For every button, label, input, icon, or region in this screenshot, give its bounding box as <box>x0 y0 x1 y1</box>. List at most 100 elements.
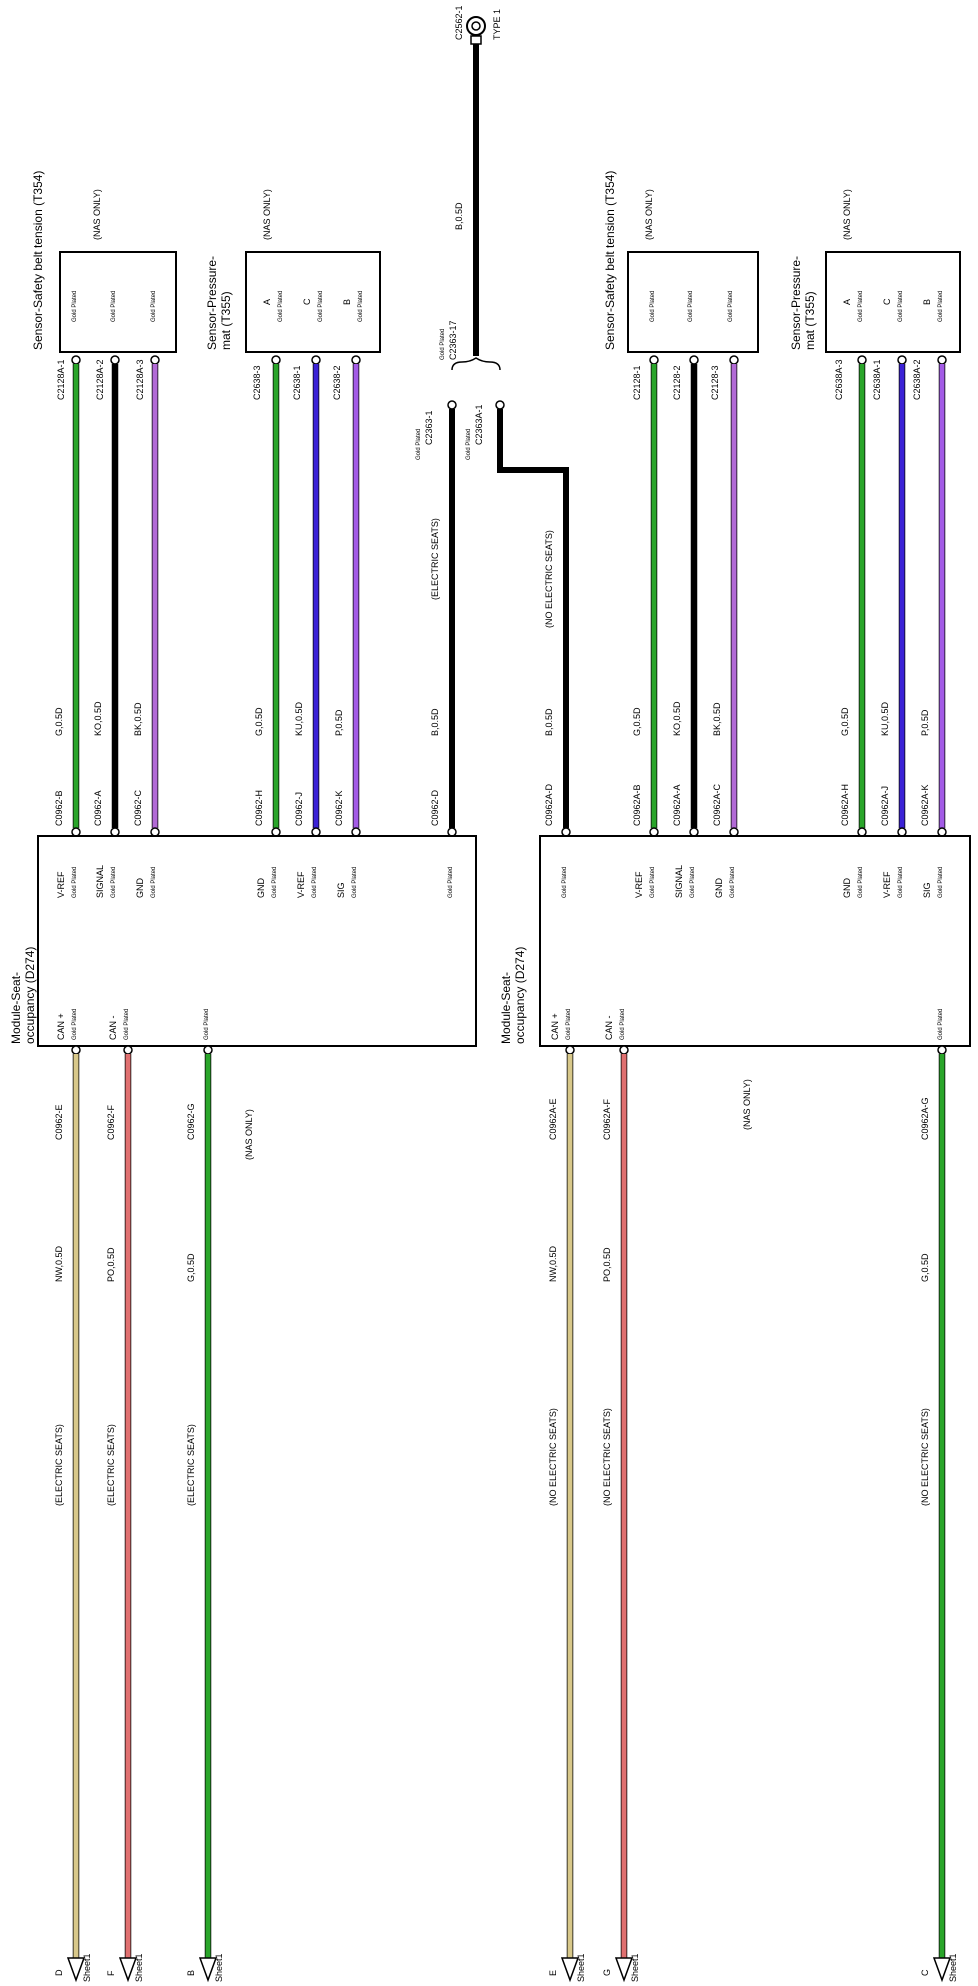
right-module-box <box>539 835 971 1047</box>
left-upper-conn-label-3: C0962-H <box>254 790 264 826</box>
right-belt-gold-3: Gold Plated <box>728 291 734 322</box>
right-lower-conn-label-1: C0962A-F <box>602 1098 612 1140</box>
left-module-gold-3: Gold Plated <box>272 867 278 898</box>
left-pin-label: C2363-1 <box>424 410 434 445</box>
right-upper-wire-label-1: G,0.5D <box>632 707 642 736</box>
right-upper-wire-label-5: KU,0.5D <box>880 701 890 736</box>
right-upper-conn-label-6: C0962A-K <box>920 784 930 826</box>
right-lower-wires: C0962A-E NW,0.5D (NO ELECTRIC SEATS) E Sheet… <box>548 1045 958 1983</box>
right-upper-wire-label-0: B,0.5D <box>544 708 554 736</box>
right-pressure-gold-3: Gold Plated <box>938 291 944 322</box>
right-upper-bottom-ring-5 <box>897 827 907 837</box>
right-lower-sheet-2: Sheet1 <box>948 1953 958 1982</box>
right-pressure-pin-3: C2638A-2 <box>912 359 922 400</box>
right-lower-wire-label-1: PO,0.5D <box>602 1247 612 1282</box>
left-module-gold-6: Gold Plated <box>448 867 454 898</box>
right-upper-bottom-ring-1 <box>649 827 659 837</box>
left-belt-pin-1: C2128A-1 <box>56 359 66 400</box>
left-lower-top-ring-2 <box>203 1045 213 1055</box>
left-module-lower-gold-0: Gold Plated <box>72 1009 78 1040</box>
left-pressure-gold-2: Gold Plated <box>318 291 324 322</box>
left-module-sig-2: GND <box>135 878 145 899</box>
left-pressure-letter-b: B <box>342 299 352 305</box>
left-upper-wire-label-4: KU,0.5D <box>294 701 304 736</box>
left-upper-wire-label-2: BK,0.5D <box>133 702 143 736</box>
right-lower-note-0: (NO ELECTRIC SEATS) <box>548 1408 558 1506</box>
left-module-sig-3: GND <box>256 878 266 899</box>
left-lower-letter-2: B <box>186 1970 196 1976</box>
right-module-gold-2: Gold Plated <box>690 867 696 898</box>
right-belt-sensor-box <box>627 251 759 353</box>
right-belt-pin-3: C2128-3 <box>710 365 720 400</box>
right-pressure-title-2: mat (T355) <box>803 291 817 350</box>
right-module-title-2: occupancy (D274) <box>513 947 527 1044</box>
left-lower-arrow-icon-1 <box>118 1957 138 1983</box>
right-upper-top-ring-1 <box>649 355 659 365</box>
splice-label: C2363-17 <box>448 320 458 360</box>
right-lower-top-ring-2 <box>937 1045 947 1055</box>
right-module-gold-4: Gold Plated <box>858 867 864 898</box>
left-pressure-gold-3: Gold Plated <box>358 291 364 322</box>
left-upper-bottom-ring-5 <box>351 827 361 837</box>
right-lower-conn-label-2: C0962A-G <box>920 1097 930 1140</box>
left-upper-bottom-ring-1 <box>110 827 120 837</box>
left-upper-wires: G,0.5D C0962-B KO,0.5D C0962-A BK,0.5D C0962-… <box>54 355 457 837</box>
left-module-title-1: Module-Seat- <box>9 972 23 1044</box>
right-upper-bottom-ring-6 <box>937 827 947 837</box>
left-circuit: Sensor-Safety belt tension (T354) (NAS O… <box>9 171 477 1983</box>
left-lower-letter-1: F <box>106 1970 116 1976</box>
left-lower-note-1: (ELECTRIC SEATS) <box>106 1424 116 1506</box>
left-module-gold-4: Gold Plated <box>312 867 318 898</box>
splice-left-pin-icon <box>447 400 457 410</box>
left-belt-sensor-box <box>59 251 177 353</box>
right-pressure-pin-2: C2638A-1 <box>872 359 882 400</box>
right-pressure-title-1: Sensor-Pressure- <box>789 256 803 350</box>
left-pressure-title-2: mat (T355) <box>219 291 233 350</box>
left-upper-bottom-ring-3 <box>271 827 281 837</box>
left-upper-bottom-ring-4 <box>311 827 321 837</box>
left-upper-top-ring-5 <box>351 355 361 365</box>
left-pressure-letter-c: C <box>302 298 312 305</box>
right-lower-letter-1: G <box>602 1969 612 1976</box>
left-module-pins: V-REF Gold Plated SIGNAL Gold Plated GND Gold… <box>56 865 454 1040</box>
right-belt-gold-2: Gold Plated <box>688 291 694 322</box>
left-pressure-letter-a: A <box>262 299 272 305</box>
left-module-lower-gold-2: Gold Plated <box>204 1009 210 1040</box>
left-module-box <box>37 835 477 1047</box>
right-upper-top-ring-4 <box>857 355 867 365</box>
right-upper-wires: B,0.5D C0962A-D G,0.5D C0962A-B KO,0.5D C0962… <box>544 355 947 837</box>
left-lower-sheet-2: Sheet1 <box>214 1953 224 1982</box>
left-lower-letter-0: D <box>54 1969 64 1976</box>
right-upper-wire-label-6: P,0.5D <box>920 709 930 736</box>
right-module-gold-6: Gold Plated <box>938 867 944 898</box>
right-upper-conn-label-0: C0962A-D <box>544 783 554 826</box>
right-lower-arrow-icon-2 <box>932 1957 952 1983</box>
right-module-lower-gold-0: Gold Plated <box>566 1009 572 1040</box>
right-upper-wire-label-2: KO,0.5D <box>672 701 682 736</box>
right-upper-conn-label-5: C0962A-J <box>880 786 890 826</box>
left-upper-conn-label-5: C0962-K <box>334 790 344 826</box>
right-upper-top-ring-2 <box>689 355 699 365</box>
right-module-sig-5: V-REF <box>882 871 892 898</box>
right-module-lower-sig-0: CAN + <box>550 1013 560 1040</box>
left-pressure-title-1: Sensor-Pressure- <box>205 256 219 350</box>
left-lower-conn-label-0: C0962-E <box>54 1104 64 1140</box>
left-lower-top-ring-0 <box>71 1045 81 1055</box>
right-module-lower-gold-1: Gold Plated <box>620 1009 626 1040</box>
left-pressure-nas-only: (NAS ONLY) <box>262 189 272 240</box>
right-module-lower-gold-2: Gold Plated <box>938 1009 944 1040</box>
right-pressure-pin-1: C2638A-3 <box>834 359 844 400</box>
right-lower-sheet-0: Sheet1 <box>576 1953 586 1982</box>
left-module-title-2: occupancy (D274) <box>23 947 37 1044</box>
no-electric-seats-note: (NO ELECTRIC SEATS) <box>544 530 554 628</box>
left-lower-top-ring-1 <box>123 1045 133 1055</box>
right-upper-bottom-ring-0 <box>561 827 571 837</box>
left-module-sig-1: SIGNAL <box>95 865 105 898</box>
right-upper-wire-label-4: G,0.5D <box>840 707 850 736</box>
right-module-gold-3: Gold Plated <box>730 867 736 898</box>
right-pressure-letter-b: B <box>922 299 932 305</box>
ground-wire-label: B,0.5D <box>454 202 464 230</box>
left-module-gold-0: Gold Plated <box>72 867 78 898</box>
left-belt-pin-3: C2128A-3 <box>135 359 145 400</box>
left-upper-conn-label-4: C0962-J <box>294 792 304 826</box>
